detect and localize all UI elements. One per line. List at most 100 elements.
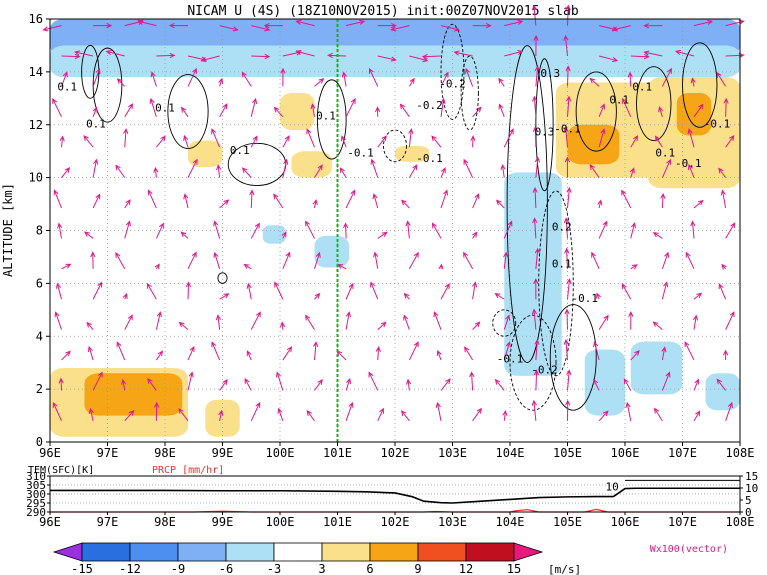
wind-vector-303	[725, 135, 735, 148]
wind-vector-2	[61, 350, 71, 361]
wind-vector-72	[211, 341, 221, 361]
wind-vector-182	[472, 407, 482, 422]
wind-vector-217	[532, 186, 538, 209]
wind-vector-53	[150, 71, 157, 87]
wind-vector-62	[180, 231, 189, 239]
wind-vector-32	[122, 292, 128, 300]
wind-vector-95	[241, 71, 252, 87]
surface-x-tick-label-3: 99E	[212, 515, 234, 529]
wind-vector-59	[178, 321, 189, 331]
y-tick-label-6: 12	[29, 118, 43, 132]
wind-vector-87	[250, 311, 261, 330]
shading-region-14	[705, 373, 740, 411]
wind-vector-15	[92, 371, 103, 391]
grid-lines	[50, 19, 740, 442]
wind-vector-212	[534, 338, 540, 361]
wind-vector-3	[54, 311, 62, 330]
x-tick-label-3: 99E	[212, 446, 234, 460]
wind-vector-39	[116, 78, 126, 87]
x-tick-label-11: 107E	[668, 446, 697, 460]
contour-label-6: -0.1	[416, 152, 443, 165]
contour-14	[682, 42, 718, 128]
wind-vector-70	[218, 409, 224, 421]
wind-vector-94	[250, 97, 258, 117]
contour-label-17: -0.1	[704, 117, 731, 130]
wind-vector-22	[92, 158, 99, 178]
wind-vector-242	[596, 292, 601, 300]
wind-vector-257	[630, 264, 638, 270]
wind-vector-45	[155, 311, 162, 330]
wind-vector-222	[533, 34, 539, 57]
wind-vector-193	[465, 67, 474, 87]
wind-vector-77	[219, 199, 230, 209]
wind-vector-210	[531, 399, 537, 421]
wind-vector-74	[219, 293, 230, 300]
wind-vector-238	[598, 410, 609, 422]
wind-vector-293	[693, 19, 714, 27]
surface-right-tick-label-2: 10	[745, 482, 758, 495]
wind-vector-229	[564, 247, 570, 269]
wind-vector-27	[93, 22, 113, 29]
wind-vector-196	[502, 409, 508, 421]
wind-vector-227	[564, 308, 570, 330]
y-tick-label-7: 14	[29, 65, 43, 79]
wind-vector-150	[374, 106, 381, 117]
wind-vector-189	[472, 193, 480, 209]
surface-x-tick-label-6: 102E	[381, 515, 410, 529]
wind-vector-248	[598, 103, 606, 118]
wind-vector-170	[436, 349, 442, 361]
wind-vector-291	[690, 77, 696, 87]
contour-labels: 0.10.10.10.10.1-0.1 -0.1-0.1-0.2-0.2-0.20…	[57, 67, 730, 376]
wind-vector-267	[661, 371, 671, 391]
wind-vector-30	[116, 341, 126, 361]
contour-4	[316, 79, 347, 160]
wind-vector-46	[146, 282, 157, 300]
wind-vector-71	[219, 379, 228, 391]
wind-vector-245	[597, 199, 603, 209]
wind-vector-96	[251, 53, 271, 60]
colorbar-box-6	[369, 542, 419, 562]
shading-region-16	[567, 124, 620, 165]
wind-vector-119	[312, 199, 318, 209]
surface-x-tick-label-5: 101E	[323, 515, 352, 529]
wind-vector-85	[244, 377, 252, 391]
wind-vector-148	[370, 158, 379, 178]
wind-vector-42	[154, 401, 160, 421]
contour-12	[575, 71, 617, 152]
wind-vector-276	[658, 106, 664, 117]
wind-vector-84	[250, 401, 261, 422]
wind-vector-195	[472, 23, 492, 29]
wind-vector-63	[183, 193, 189, 209]
wind-vector-155	[405, 378, 412, 391]
wind-vector-75	[213, 251, 221, 269]
wind-vector-201	[503, 251, 509, 269]
wind-vector-275	[654, 135, 663, 148]
contour-label-0: 0.1	[57, 80, 77, 93]
wind-vector-117	[314, 251, 321, 269]
contour-label-8: -0.2	[439, 78, 466, 91]
wind-vector-203	[495, 199, 505, 209]
wind-vector-125	[295, 19, 315, 27]
wind-vector-13	[42, 25, 62, 32]
wind-vector-147	[372, 193, 379, 209]
x-tick-label-1: 97E	[97, 446, 119, 460]
contour-label-12: 0.3	[535, 125, 555, 138]
colorbar-box-2	[177, 542, 227, 562]
wind-vector-215	[534, 247, 540, 269]
wind-vector-123	[314, 78, 325, 87]
surface-x-tick-label-12: 108E	[726, 515, 755, 529]
wind-vector-225	[566, 369, 572, 391]
wind-vector-205	[503, 128, 514, 148]
wind-vector-58	[187, 346, 195, 361]
contour-2	[167, 74, 209, 149]
wind-vector-12	[61, 53, 81, 60]
x-tick-label-2: 98E	[154, 446, 176, 460]
wind-vector-297	[725, 311, 735, 330]
wind-vector-304	[723, 97, 729, 117]
shading-region-10	[262, 225, 286, 244]
contour-label-10: -0.2	[531, 363, 558, 376]
contour-label-18: 0.1	[632, 80, 652, 93]
wind-vector-241	[598, 314, 609, 330]
surface-x-tick-label-1: 97E	[97, 515, 119, 529]
y-tick-label-4: 8	[36, 224, 43, 238]
